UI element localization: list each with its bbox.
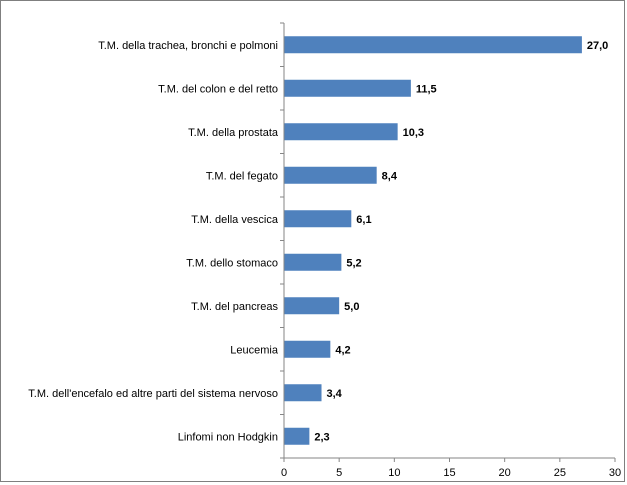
bar	[284, 123, 398, 141]
bar	[284, 297, 340, 315]
value-labels: 27,0 11,5 10,3 8,4 6,1 5,2 5,0 4,2 3,4 2,3	[314, 40, 608, 444]
category-label: Linfomi non Hodgkin	[178, 431, 278, 443]
bar	[284, 340, 331, 358]
data-label: 5,2	[346, 257, 361, 269]
data-label: 8,4	[382, 170, 398, 182]
data-label: 3,4	[327, 388, 343, 400]
bar	[284, 253, 342, 271]
bar	[284, 384, 322, 402]
data-label: 2,3	[314, 431, 329, 443]
x-tick-label: 25	[554, 467, 566, 479]
data-label: 6,1	[356, 214, 371, 226]
category-label: T.M. del colon e del retto	[158, 83, 278, 95]
bar	[284, 79, 411, 97]
bar	[284, 36, 582, 54]
category-label: T.M. della vescica	[191, 214, 279, 226]
x-tick-label: 0	[281, 467, 287, 479]
category-label: T.M. dello stomaco	[186, 257, 278, 269]
category-label: T.M. della trachea, bronchi e polmoni	[98, 40, 278, 52]
x-tick-label: 30	[609, 467, 621, 479]
category-label: T.M. della prostata	[188, 127, 279, 139]
category-label: Leucemia	[230, 344, 279, 356]
data-label: 27,0	[587, 40, 608, 52]
x-tick-label: 15	[443, 467, 455, 479]
category-label: T.M. del fegato	[206, 170, 278, 182]
data-label: 11,5	[416, 83, 437, 95]
category-label: T.M. del pancreas	[191, 301, 278, 313]
data-label: 5,0	[344, 301, 359, 313]
data-label: 4,2	[335, 344, 350, 356]
x-tick-label: 5	[336, 467, 342, 479]
x-tick-label: 20	[499, 467, 511, 479]
axes-group: 0 5 10 15 20 25 30	[280, 22, 621, 479]
bar	[284, 427, 310, 445]
data-label: 10,3	[403, 127, 424, 139]
category-label: T.M. dell'encefalo ed altre parti del si…	[28, 388, 278, 400]
bar	[284, 166, 377, 184]
x-tick-label: 10	[388, 467, 400, 479]
bar	[284, 210, 352, 228]
category-labels: T.M. della trachea, bronchi e polmoni T.M…	[28, 40, 279, 444]
bars-group	[284, 36, 582, 445]
